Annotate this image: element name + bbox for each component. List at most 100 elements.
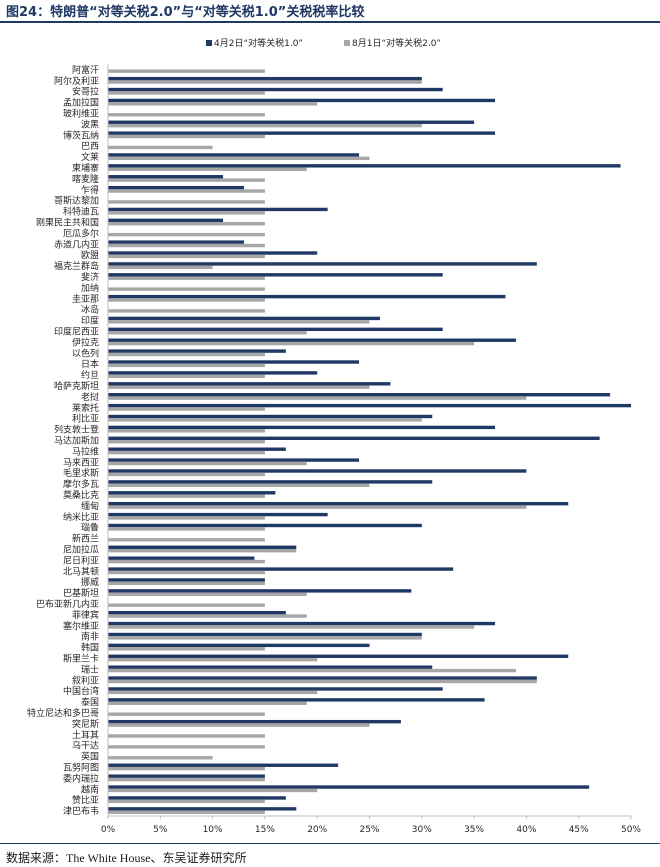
bar-v2 (108, 483, 370, 487)
category-label: 阿富汗 (72, 64, 99, 76)
category-label: 委内瑞拉 (63, 772, 99, 784)
bar-v2 (108, 756, 213, 760)
category-label: 欧盟 (81, 249, 99, 261)
bar-v2 (108, 679, 537, 684)
bar-v1 (108, 447, 286, 451)
bar-v2 (108, 603, 265, 607)
bar-v1 (108, 338, 516, 342)
bar-v2 (108, 625, 475, 629)
bar-v2 (108, 712, 265, 716)
bar-v1 (108, 654, 569, 658)
category-label: 挪威 (81, 576, 99, 588)
bar-v1 (108, 545, 297, 549)
bar-v2 (108, 657, 318, 662)
bar-v2 (108, 701, 307, 705)
bar-v2 (108, 734, 265, 738)
x-tick-label: 45% (569, 825, 589, 835)
category-label: 博茨瓦纳 (63, 129, 99, 141)
category-label: 印度尼西亚 (54, 326, 99, 338)
category-label: 冰岛 (81, 304, 99, 316)
category-label: 巴西 (81, 141, 99, 152)
legend-swatch-v1 (206, 40, 212, 46)
bar-v2 (108, 745, 265, 749)
bar-v2 (108, 494, 265, 498)
bar-v1 (108, 785, 590, 789)
category-label: 马拉维 (72, 445, 99, 457)
bar-v1 (108, 480, 433, 484)
bar-v2 (108, 472, 265, 477)
x-tick-label: 20% (307, 825, 327, 835)
bar-v1 (108, 207, 328, 212)
category-label: 文莱 (81, 151, 99, 163)
bar-v2 (108, 614, 307, 618)
bar-v1 (108, 719, 401, 724)
bar-v2 (108, 799, 265, 804)
category-label: 玻利维亚 (63, 108, 99, 120)
category-label: 马来西亚 (63, 457, 99, 468)
bar-v2 (108, 363, 265, 368)
bar-v2 (108, 265, 213, 270)
bar-v1 (108, 621, 496, 626)
category-label: 列支敦士登 (54, 424, 99, 436)
category-label: 孟加拉国 (63, 97, 99, 109)
bar-v2 (108, 243, 265, 248)
bar-v2 (108, 450, 265, 455)
bar-chart: 4月2日“对等关税1.0” 8月1日“对等关税2.0” 0% 5% 10% 15% 20… (27, 37, 641, 835)
category-label: 加纳 (81, 282, 99, 294)
bar-v1 (108, 393, 611, 397)
category-label: 阿尔及利亚 (54, 75, 99, 87)
chart-legend: 4月2日“对等关税1.0” 8月1日“对等关税2.0” (206, 37, 441, 49)
category-label: 瑞士 (81, 663, 99, 675)
bars (108, 69, 631, 814)
bar-v1 (108, 294, 506, 299)
category-label: 刚果民主共和国 (36, 217, 99, 229)
bar-v2 (108, 178, 265, 182)
bar-v1 (108, 436, 600, 440)
category-label: 特立尼达和多巴哥 (27, 707, 99, 719)
category-label: 南非 (81, 631, 99, 643)
bar-v2 (108, 418, 422, 422)
bar-v1 (108, 425, 496, 430)
bar-v1 (108, 665, 433, 669)
bar-v1 (108, 120, 475, 124)
bar-v1 (108, 185, 244, 190)
bar-v1 (108, 501, 569, 506)
bar-v1 (108, 98, 496, 103)
bar-v1 (108, 175, 224, 179)
category-label: 菲律宾 (72, 609, 99, 621)
bar-v2 (108, 396, 527, 400)
bar-v1 (108, 687, 443, 691)
bar-v2 (108, 298, 265, 302)
bar-v1 (108, 774, 265, 778)
bar-v2 (108, 341, 475, 346)
category-label: 新西兰 (72, 533, 99, 545)
bar-v1 (108, 523, 422, 528)
category-label: 英国 (81, 751, 99, 763)
bar-v2 (108, 690, 318, 695)
legend-label-v1: 4月2日“对等关税1.0” (214, 37, 303, 49)
bar-v2 (108, 527, 265, 531)
bar-v2 (108, 156, 370, 161)
bar-v2 (108, 636, 422, 640)
bar-v2 (108, 69, 265, 73)
category-label: 摩尔多瓦 (63, 478, 99, 490)
category-label: 福克兰群岛 (54, 260, 99, 272)
title-divider (0, 21, 660, 23)
category-label: 哥斯达黎加 (54, 195, 99, 207)
bar-v1 (108, 87, 443, 92)
bar-v2 (108, 254, 265, 259)
bar-v1 (108, 360, 360, 364)
x-tick-label: 35% (464, 825, 484, 835)
bar-v1 (108, 556, 255, 560)
bar-v1 (108, 763, 339, 767)
category-label: 尼加拉瓜 (63, 543, 99, 555)
legend-label-v2: 8月1日“对等关税2.0” (352, 37, 441, 49)
bar-v1 (108, 567, 454, 571)
bar-v1 (108, 578, 265, 582)
category-label: 科特迪瓦 (63, 206, 99, 218)
bar-v2 (108, 320, 370, 324)
x-tick-label: 30% (412, 825, 432, 835)
bar-v2 (108, 91, 265, 95)
bar-v2 (108, 102, 318, 106)
category-label: 柬埔寨 (72, 162, 99, 174)
